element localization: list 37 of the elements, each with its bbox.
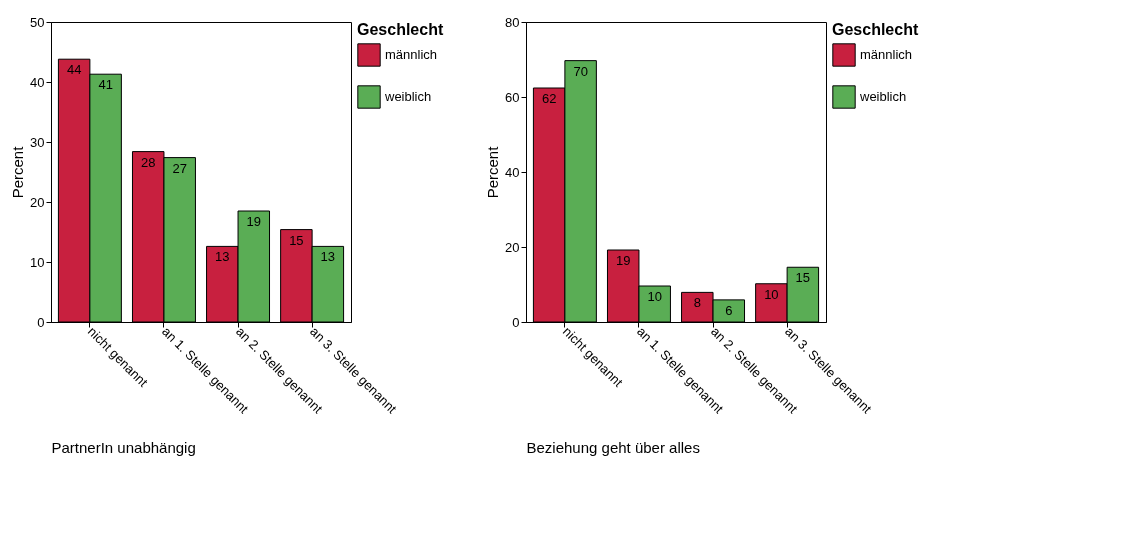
legend-label: weiblich — [859, 89, 907, 104]
y-axis-title: Percent — [484, 145, 502, 199]
data-label: 27 — [172, 160, 187, 176]
x-axis-title: Beziehung geht über alles — [526, 439, 700, 457]
legend-title: Geschlecht — [357, 21, 444, 38]
legend-title: Geschlecht — [832, 21, 919, 38]
data-label: 8 — [693, 295, 701, 311]
legend-label: weiblich — [384, 89, 432, 104]
y-tick-label: 0 — [512, 314, 520, 330]
y-tick-label: 20 — [30, 194, 45, 210]
data-label: 6 — [725, 302, 733, 318]
data-label: 19 — [246, 214, 262, 229]
data-label: 28 — [140, 154, 156, 170]
x-axis-title: PartnerIn unabhängig — [51, 439, 196, 457]
y-tick-label: 0 — [37, 314, 45, 330]
legend-label: männlich — [860, 47, 913, 62]
y-tick-label: 60 — [505, 89, 520, 105]
data-label: 10 — [647, 289, 662, 304]
data-label: 15 — [795, 270, 811, 286]
data-label: 41 — [98, 77, 113, 93]
y-tick-label: 40 — [505, 164, 520, 180]
data-label: 19 — [615, 253, 631, 268]
y-tick-label: 40 — [30, 74, 45, 90]
data-label: 10 — [764, 286, 779, 302]
data-label: 13 — [320, 249, 336, 265]
data-label: 13 — [215, 249, 230, 265]
data-label: 70 — [573, 63, 588, 79]
data-label: 62 — [541, 91, 557, 106]
legend-label: männlich — [385, 47, 438, 62]
y-tick-label: 10 — [30, 254, 45, 270]
y-tick-label: 30 — [30, 134, 45, 150]
y-axis-title: Percent — [9, 145, 27, 199]
data-label: 44 — [66, 62, 82, 78]
y-tick-label: 20 — [505, 239, 520, 255]
y-tick-label: 50 — [30, 14, 45, 30]
y-tick-label: 80 — [505, 14, 520, 30]
data-label: 15 — [289, 232, 304, 248]
